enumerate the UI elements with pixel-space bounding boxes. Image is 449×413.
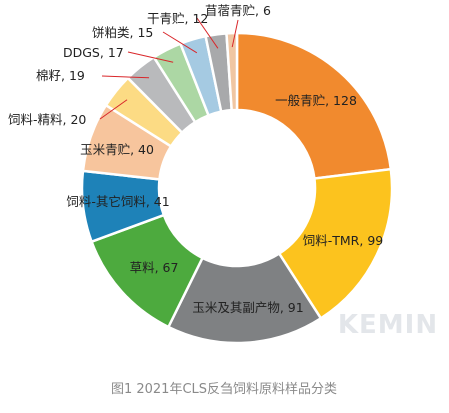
data-label-9: DDGS, 17 bbox=[63, 45, 124, 60]
data-label-8: 棉籽, 19 bbox=[36, 68, 85, 83]
data-label-3: 玉米及其副产物, 91 bbox=[192, 300, 303, 315]
data-label-10: 饼粕类, 15 bbox=[92, 25, 153, 40]
slice-3 bbox=[166, 251, 323, 345]
data-label-7: 饲料-精料, 20 bbox=[8, 112, 86, 127]
watermark-text: KEMIN bbox=[338, 310, 438, 340]
data-label-5: 饲料-其它饲料, 41 bbox=[66, 194, 169, 209]
data-label-1: 一般青贮, 128 bbox=[275, 93, 357, 108]
data-label-2: 饲料-TMR, 99 bbox=[303, 233, 384, 248]
leader-line-10 bbox=[162, 31, 198, 54]
data-label-4: 草料, 67 bbox=[130, 260, 179, 275]
leader-lines-group bbox=[99, 17, 239, 120]
data-label-6: 玉米青贮, 40 bbox=[80, 142, 154, 157]
data-label-11: 干青贮, 12 bbox=[147, 11, 208, 26]
slice-1 bbox=[235, 31, 393, 180]
data-label-12: 苜蓿青贮, 6 bbox=[205, 3, 271, 18]
slices-group bbox=[80, 31, 394, 345]
slice-12 bbox=[225, 31, 239, 112]
slice-2 bbox=[277, 167, 394, 321]
leader-line-11 bbox=[196, 17, 219, 49]
leader-line-7 bbox=[99, 99, 128, 120]
leader-line-12 bbox=[231, 19, 239, 48]
chart-caption: 图1 2021年CLS反刍饲料原料样品分类 bbox=[111, 382, 337, 397]
data-labels-group: 一般青贮, 128 饲料-TMR, 99 玉米及其副产物, 91 草料, 67 饲料-其… bbox=[8, 3, 383, 315]
leader-line-9 bbox=[127, 51, 174, 63]
leader-line-8 bbox=[101, 75, 150, 79]
